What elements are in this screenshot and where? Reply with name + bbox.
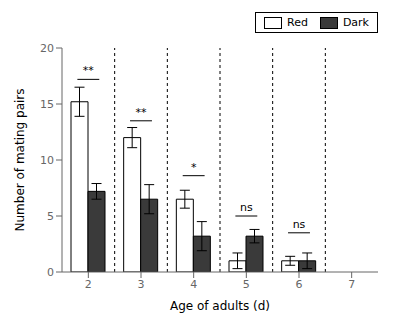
svg-text:**: ** (136, 106, 148, 119)
svg-text:2: 2 (85, 278, 92, 291)
svg-text:20: 20 (40, 42, 54, 55)
svg-text:15: 15 (40, 98, 54, 111)
svg-text:3: 3 (138, 278, 145, 291)
html-text:Red: Red (287, 16, 308, 29)
html-text:Dark: Dark (342, 16, 369, 29)
svg-text:10: 10 (40, 154, 54, 167)
svg-text:6: 6 (296, 278, 303, 291)
svg-text:ns: ns (293, 218, 306, 231)
svg-text:4: 4 (190, 278, 197, 291)
svg-text:Age of adults (d): Age of adults (d) (170, 299, 270, 313)
svg-text:5: 5 (47, 210, 54, 223)
svg-text:Number of mating pairs: Number of mating pairs (13, 88, 27, 231)
svg-text:ns: ns (240, 201, 253, 214)
svg-text:5: 5 (243, 278, 250, 291)
svg-text:**: ** (83, 64, 95, 77)
svg-text:0: 0 (47, 266, 54, 279)
svg-text:*: * (191, 161, 197, 174)
svg-text:7: 7 (348, 278, 355, 291)
